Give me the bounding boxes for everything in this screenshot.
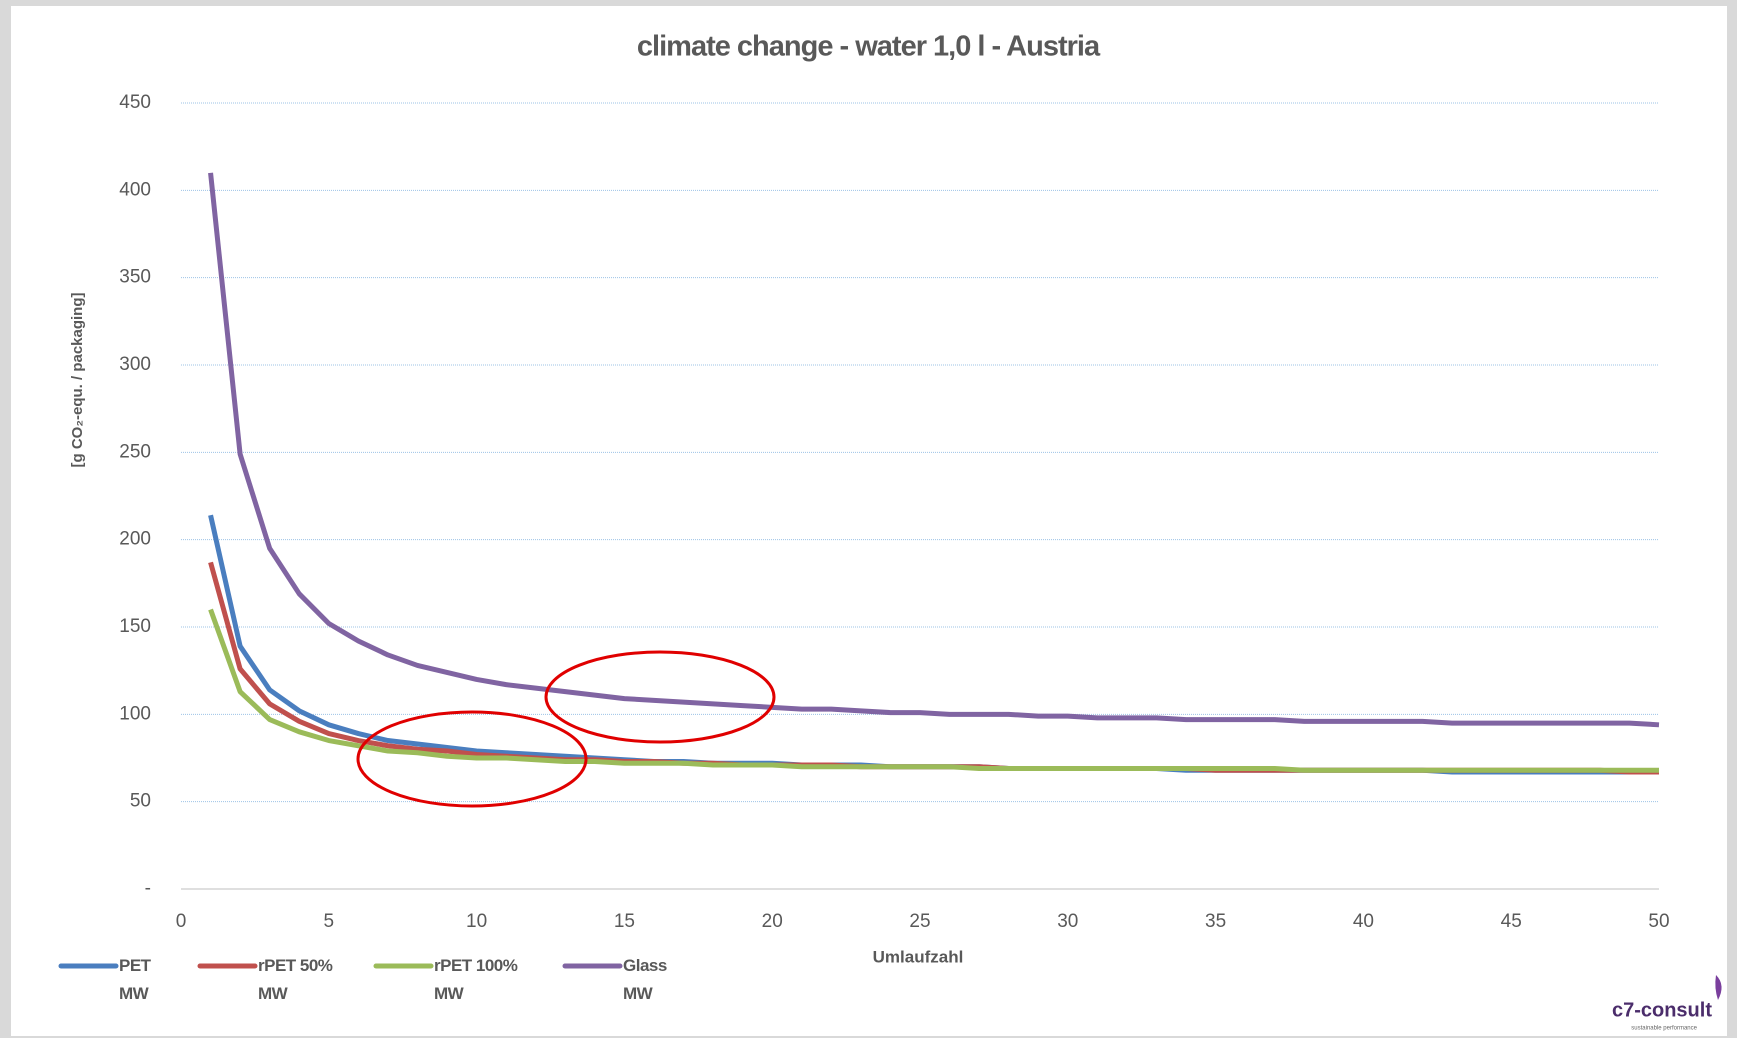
y-tick-label: 200 bbox=[119, 529, 151, 550]
x-axis-label: Umlaufzahl bbox=[873, 947, 964, 966]
annotation-ellipse bbox=[356, 710, 588, 808]
y-tick-label: 100 bbox=[119, 703, 151, 724]
x-tick-label: 25 bbox=[909, 911, 930, 932]
y-tick-label: 250 bbox=[119, 441, 151, 462]
legend-label: PET MW bbox=[119, 956, 151, 1003]
x-tick-label: 10 bbox=[466, 911, 487, 932]
y-tick-label: 450 bbox=[119, 92, 151, 113]
y-tick-label: 400 bbox=[119, 179, 151, 200]
logo-icon bbox=[1715, 975, 1722, 1000]
y-axis-label: [g CO₂-equ. / packaging] bbox=[69, 292, 86, 467]
x-tick-label: 30 bbox=[1057, 911, 1078, 932]
x-tick-label: 15 bbox=[614, 911, 635, 932]
y-tick-label: 350 bbox=[119, 267, 151, 288]
series-line bbox=[208, 172, 1660, 728]
chart-panel bbox=[11, 6, 1727, 1036]
legend-label: rPET 50% MW bbox=[258, 956, 333, 1003]
x-tick-label: 40 bbox=[1353, 911, 1374, 932]
logo-tagline: sustainable performance bbox=[1631, 1026, 1697, 1032]
x-tick-label: 20 bbox=[762, 911, 783, 932]
x-tick-label: 50 bbox=[1648, 911, 1669, 932]
logo: c7-consult bbox=[1612, 999, 1712, 1021]
legend-label: Glass MW bbox=[623, 956, 667, 1003]
x-tick-label: 45 bbox=[1501, 911, 1522, 932]
y-tick-label: 300 bbox=[119, 354, 151, 375]
annotation-ellipse bbox=[544, 650, 776, 744]
y-tick-label: 50 bbox=[130, 791, 151, 812]
x-tick-label: 5 bbox=[324, 911, 335, 932]
legend-label: rPET 100% MW bbox=[434, 956, 518, 1003]
y-tick-label: 150 bbox=[119, 616, 151, 637]
chart-title: climate change - water 1,0 l - Austria bbox=[637, 31, 1101, 63]
x-tick-label: 35 bbox=[1205, 911, 1226, 932]
x-tick-label: 0 bbox=[176, 911, 187, 932]
y-tick-label: - bbox=[145, 878, 151, 899]
series-line bbox=[208, 608, 1659, 773]
